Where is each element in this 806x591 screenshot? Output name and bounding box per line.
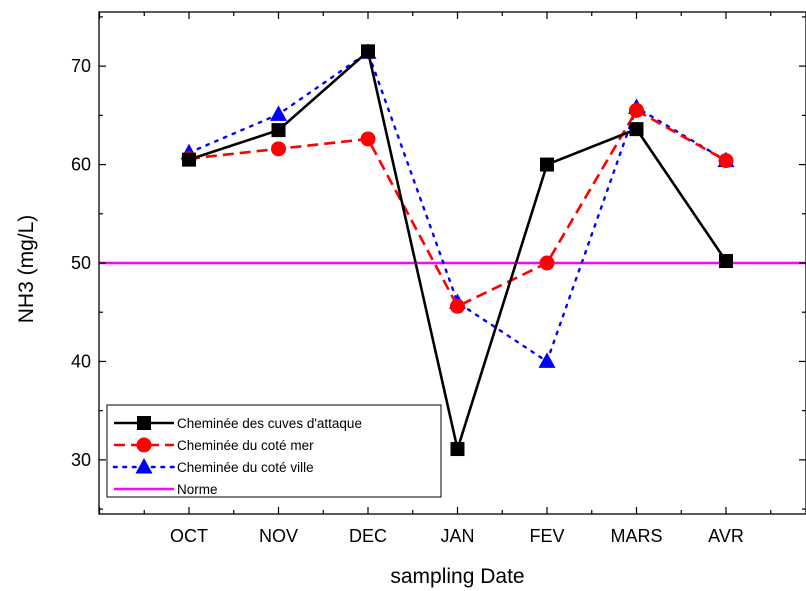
x-tick-label: DEC [349,526,387,546]
legend-marker [136,437,152,453]
legend-label: Cheminée des cuves d'attaque [177,416,362,431]
legend-marker [137,416,151,430]
series-point [629,122,644,137]
series-point [719,254,733,269]
x-tick-label: JAN [440,526,474,546]
x-tick-label: MARS [610,526,662,546]
series-point [182,152,196,167]
series-layer [180,43,735,457]
series-point [538,352,556,368]
x-axis-title: sampling Date [390,565,524,588]
series-point [360,131,376,147]
ticks-layer: OCT NOV DEC JAN FEV MARS AVR 30 40 50 60 70 [71,12,806,546]
x-tick-label: OCT [170,526,208,546]
legend-label: Cheminée du coté mer [177,438,314,453]
x-tick-label: FEV [529,526,564,546]
x-tick-label: AVR [708,526,744,546]
series-line [188,108,727,309]
x-tick-label: NOV [259,526,298,546]
series-point [539,255,555,271]
series-point [540,157,554,172]
y-tick-label: 40 [71,351,91,371]
y-tick-label: 70 [71,56,91,76]
y-tick-label: 30 [71,450,91,470]
series-circle-group [181,102,734,314]
series-triangle-group [180,43,735,368]
series-point [361,44,375,59]
series-point [271,141,286,157]
series-point [271,123,286,138]
series-point [718,153,734,169]
series-point [270,105,287,121]
series-square-group [182,44,733,457]
y-axis-title: NH3 (mg/L) [15,215,38,324]
y-tick-label: 50 [71,253,91,273]
y-tick-label: 60 [71,155,91,175]
legend-box [106,404,442,498]
series-point [450,298,465,314]
series-line [187,50,728,364]
legend-label: Norme [177,482,218,497]
series-point [629,102,644,118]
legend-marker [135,458,153,474]
series-line [188,48,728,455]
series-point [450,442,465,457]
legend-label: Cheminée du coté ville [177,460,314,475]
legend: Cheminée des cuves d'attaque Cheminée du … [106,404,442,498]
